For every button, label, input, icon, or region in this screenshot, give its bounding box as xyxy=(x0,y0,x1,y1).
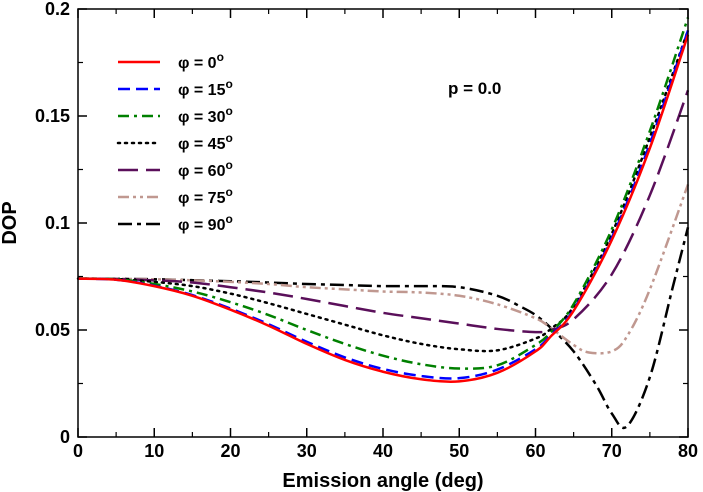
series-line-phi-30 xyxy=(77,17,690,370)
y-tick-label: 0.05 xyxy=(35,320,70,340)
y-axis-title: DOP xyxy=(0,201,21,244)
legend-label: φ = 75o xyxy=(178,185,233,207)
legend-label: φ = 60o xyxy=(178,158,233,180)
x-tick-label: 50 xyxy=(449,441,469,461)
series-line-phi-75 xyxy=(77,184,690,355)
x-tick-label: 0 xyxy=(73,441,83,461)
x-tick-label: 80 xyxy=(678,441,698,461)
x-tick-label: 30 xyxy=(297,441,317,461)
x-tick-label: 10 xyxy=(144,441,164,461)
legend-label: φ = 0o xyxy=(178,50,224,72)
series-layer xyxy=(76,17,690,430)
series-line-phi-45 xyxy=(76,29,690,353)
x-tick-label: 40 xyxy=(373,441,393,461)
y-tick-label: 0.1 xyxy=(45,213,70,233)
legend: φ = 0o φ = 15o φ = 30o φ = 45o φ = 60o φ = 75… xyxy=(116,50,233,234)
x-tick-label: 20 xyxy=(220,441,240,461)
legend-label: φ = 15o xyxy=(178,77,233,99)
legend-label: φ = 90o xyxy=(178,212,233,234)
series-line-phi-15 xyxy=(77,30,690,380)
annotation-p-value: p = 0.0 xyxy=(448,79,501,98)
tick-layer: 0 10 20 30 40 50 60 70 80 0 0.05 0.1 0.15 0.2 xyxy=(35,0,698,461)
legend-label: φ = 45o xyxy=(178,131,233,153)
x-tick-label: 60 xyxy=(525,441,545,461)
series-line-phi-90 xyxy=(77,226,690,430)
y-tick-label: 0.15 xyxy=(35,106,70,126)
y-tick-label: 0 xyxy=(60,427,70,447)
series-line-phi-60 xyxy=(77,89,690,334)
series-line-phi-0 xyxy=(77,34,690,383)
x-axis-title: Emission angle (deg) xyxy=(282,470,483,492)
legend-label: φ = 30o xyxy=(178,104,233,126)
x-tick-label: 70 xyxy=(602,441,622,461)
y-tick-label: 0.2 xyxy=(45,0,70,19)
